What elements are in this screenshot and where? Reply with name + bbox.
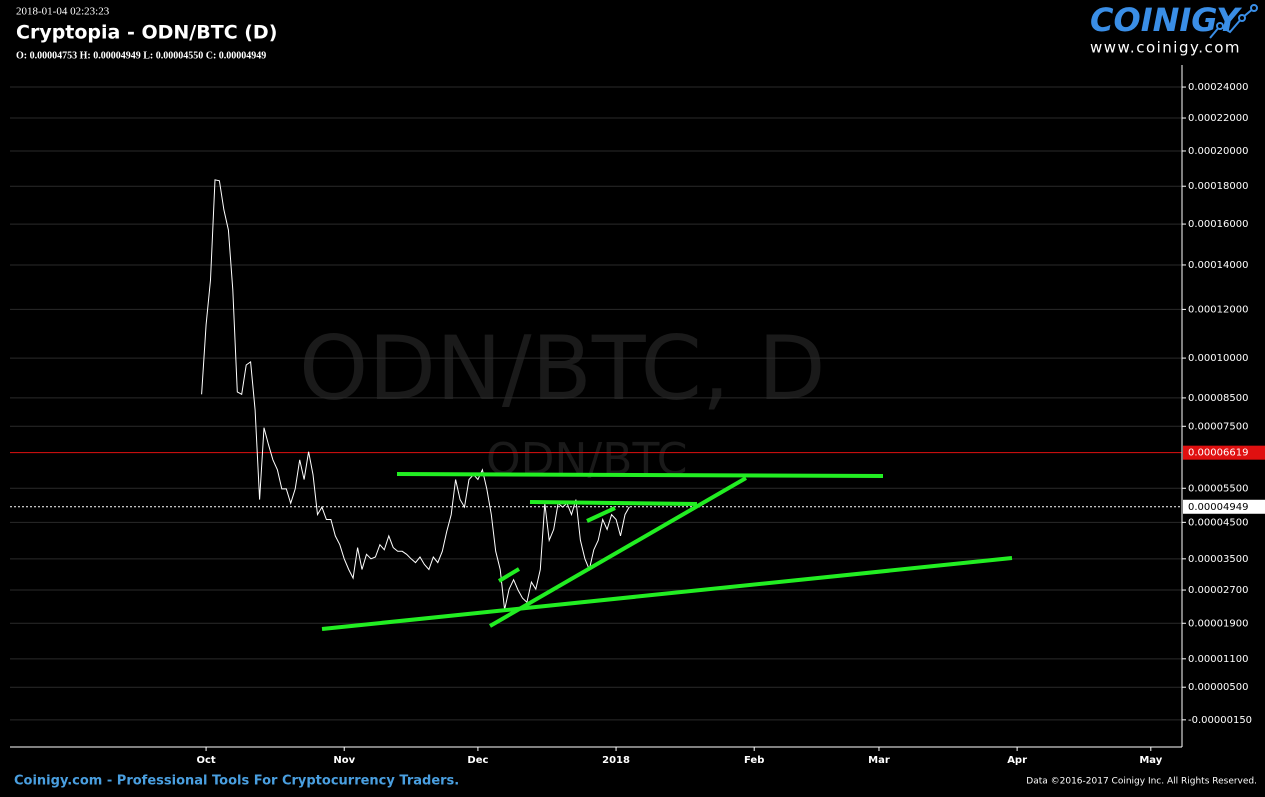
y-tick-label: 0.00002700: [1188, 585, 1248, 596]
y-tick-label: 0.00001900: [1188, 618, 1248, 629]
logo-icon: [1216, 22, 1224, 30]
alert-label: 0.00006619: [1188, 448, 1248, 459]
y-tick-label: 0.00003500: [1188, 554, 1248, 565]
footer-right: Data ©2016-2017 Coinigy Inc. All Rights …: [1026, 777, 1257, 787]
y-tick-label: 0.00014000: [1188, 260, 1248, 271]
logo-icon: [1238, 14, 1246, 22]
y-tick-label: -0.00000150: [1188, 715, 1252, 726]
y-tick-label: 0.00022000: [1188, 113, 1248, 124]
trend-line: [529, 500, 698, 506]
grid: [10, 86, 1182, 721]
trend-line: [586, 506, 616, 523]
trend-line: [321, 556, 1013, 631]
y-tick-label: 0.00020000: [1188, 146, 1248, 157]
y-tick-label: 0.00016000: [1188, 219, 1248, 230]
x-tick-label: Nov: [333, 755, 355, 766]
axes: 0.00024000 0.00022000 0.00020000 0.00018000…: [196, 82, 1265, 766]
ohlc: O: 0.00004753 H: 0.00004949 L: 0.0000455…: [16, 50, 266, 61]
footer-left[interactable]: Coinigy.com - Professional Tools For Cry…: [14, 774, 459, 789]
watermark-sub: ODN/BTC: [486, 434, 687, 485]
logo-icon: [1250, 4, 1258, 12]
logo-url: www.coinigy.com: [1090, 39, 1241, 57]
y-tick-label: 0.00012000: [1188, 304, 1248, 315]
y-tick-label: 0.00008500: [1188, 393, 1248, 404]
trend-line: [488, 476, 748, 628]
logo-icon: [1209, 7, 1255, 39]
trend-lines: [321, 472, 1013, 631]
trend-line: [396, 472, 884, 478]
last-price-label: 0.00004949: [1188, 502, 1248, 513]
x-tick-label: 2018: [602, 755, 630, 766]
timestamp: 2018-01-04 02:23:23: [16, 6, 110, 18]
y-tick-label: 0.00018000: [1188, 181, 1248, 192]
watermark: ODN/BTC, D: [299, 317, 826, 420]
title: Cryptopia - ODN/BTC (D): [16, 22, 277, 44]
y-tick-label: 0.00000500: [1188, 682, 1248, 693]
y-tick-label: 0.00005500: [1188, 483, 1248, 494]
x-tick-label: Feb: [744, 755, 764, 766]
x-tick-label: Apr: [1007, 755, 1027, 766]
alert-label-box: [1183, 445, 1265, 460]
last-price-box: [1183, 499, 1265, 514]
logo: COINIGY: [1090, 1, 1242, 39]
y-tick-label: 0.00001100: [1188, 654, 1248, 665]
y-tick-label: 0.00010000: [1188, 353, 1248, 364]
trend-line: [497, 567, 521, 583]
x-tick-label: Dec: [467, 755, 488, 766]
x-tick-label: May: [1139, 755, 1162, 766]
y-tick-label: 0.00004500: [1188, 517, 1248, 528]
x-tick-label: Mar: [868, 755, 890, 766]
y-tick-label: 0.00024000: [1188, 82, 1248, 93]
y-tick-label: 0.00007500: [1188, 421, 1248, 432]
x-tick-label: Oct: [196, 755, 215, 766]
